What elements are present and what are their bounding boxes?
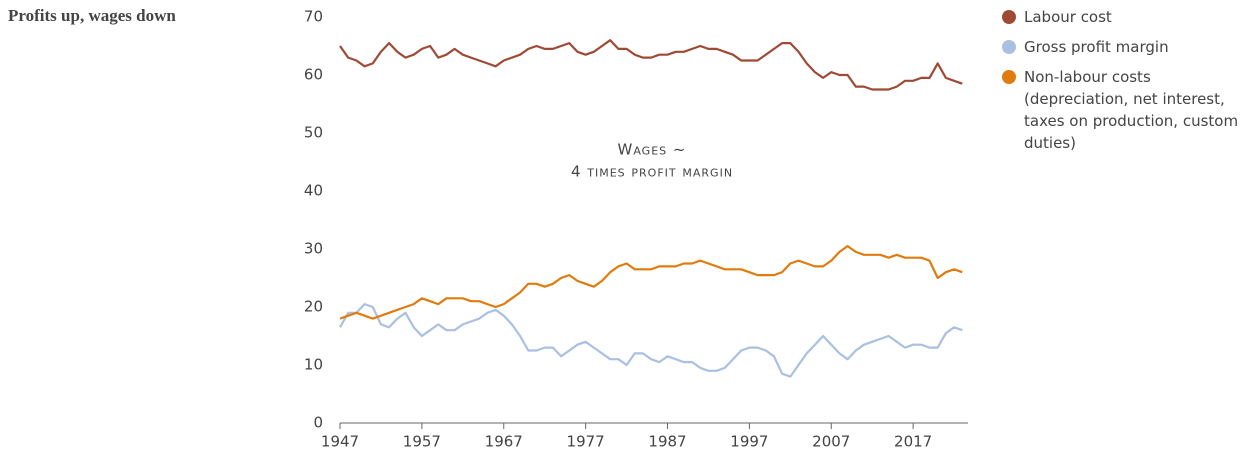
legend: Labour cost Gross profit margin Non-labour… xyxy=(1000,6,1245,162)
series-line xyxy=(339,303,963,378)
y-tick-label: 50 xyxy=(304,124,323,142)
legend-swatch xyxy=(1002,10,1016,24)
x-tick-label: 1947 xyxy=(321,433,359,451)
legend-swatch xyxy=(1002,40,1016,54)
x-tick-label: 1957 xyxy=(403,433,441,451)
series-line xyxy=(339,39,963,91)
x-tick-label: 1977 xyxy=(567,433,605,451)
y-tick-label: 0 xyxy=(313,414,323,432)
x-tick-label: 2017 xyxy=(894,433,932,451)
x-tick-label: 1997 xyxy=(730,433,768,451)
y-tick-label: 70 xyxy=(304,8,323,26)
legend-item: Gross profit margin xyxy=(1000,36,1245,58)
y-tick-label: 60 xyxy=(304,66,323,84)
legend-label: Labour cost xyxy=(1024,8,1112,26)
x-tick-label: 1987 xyxy=(648,433,686,451)
x-tick-label: 1967 xyxy=(485,433,523,451)
legend-label: Gross profit margin xyxy=(1024,38,1169,56)
y-tick-label: 30 xyxy=(304,240,323,258)
y-tick-label: 40 xyxy=(304,182,323,200)
annotation: Wages ~ xyxy=(618,141,687,159)
legend-swatch xyxy=(1002,70,1016,84)
legend-label: Non-labour costs (depreciation, net inte… xyxy=(1024,68,1239,152)
legend-item: Non-labour costs (depreciation, net inte… xyxy=(1000,66,1245,154)
y-tick-label: 10 xyxy=(304,356,323,374)
x-tick-label: 2007 xyxy=(812,433,850,451)
legend-item: Labour cost xyxy=(1000,6,1245,28)
chart-title: Profits up, wages down xyxy=(8,6,176,25)
y-tick-label: 20 xyxy=(304,298,323,316)
annotation: 4 times profit margin xyxy=(571,163,733,181)
series-line xyxy=(339,245,963,320)
